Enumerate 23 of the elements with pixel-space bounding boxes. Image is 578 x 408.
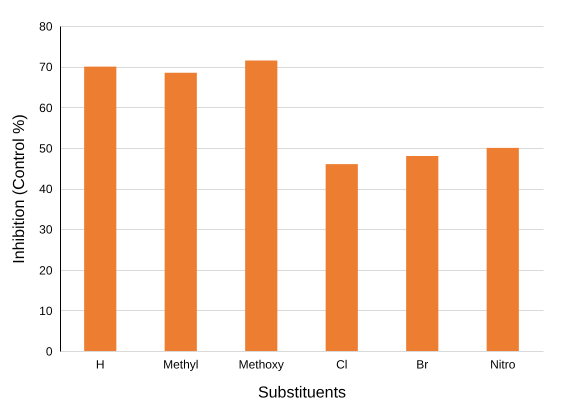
x-axis-title: Substituents: [258, 384, 346, 402]
y-tick-label: 50: [39, 141, 53, 156]
y-tick-label: 40: [39, 182, 53, 196]
bar: [164, 72, 197, 351]
bar: [326, 164, 358, 351]
y-tick-label: 10: [39, 304, 53, 318]
y-axis-title: Inhibition (Control %): [11, 114, 28, 264]
y-tick-label: 70: [39, 60, 53, 74]
bar: [84, 66, 116, 351]
bar: [406, 156, 438, 351]
bar: [486, 148, 519, 351]
y-tick-label: 80: [39, 20, 53, 34]
y-tick-label: 30: [39, 222, 53, 237]
y-tick-label: 20: [39, 263, 53, 278]
x-tick-label: Methoxy: [238, 358, 284, 372]
x-tick-label: Methyl: [163, 358, 198, 372]
y-tick-label: 0: [46, 344, 53, 358]
bar: [245, 60, 278, 351]
x-tick-label: H: [96, 358, 105, 372]
x-tick-label: Cl: [336, 358, 348, 372]
y-tick-label: 60: [39, 100, 53, 115]
x-tick-label: Br: [416, 358, 428, 372]
x-tick-label: Nitro: [490, 358, 516, 372]
